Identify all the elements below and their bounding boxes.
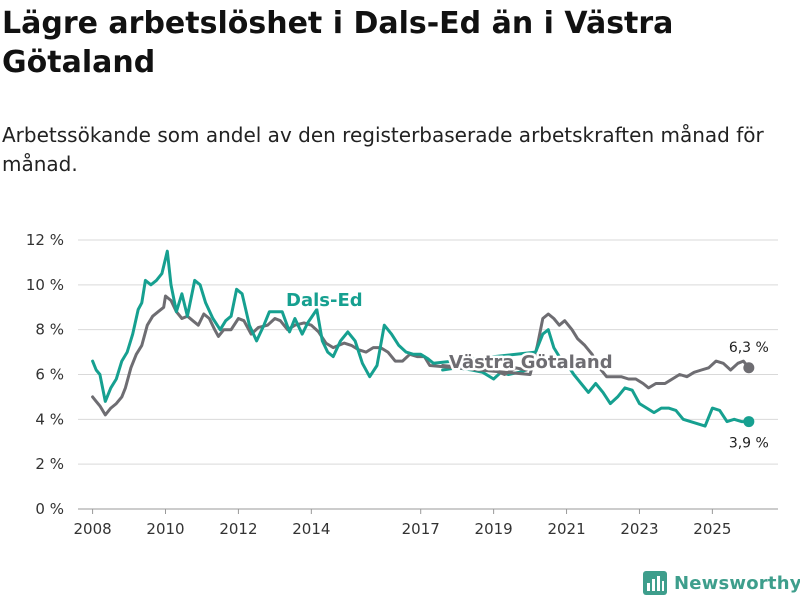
series-line	[91, 294, 751, 417]
y-tick-label: 4 %	[35, 410, 64, 428]
chart-title: Lägre arbetslöshet i Dals-Ed än i Västra…	[2, 6, 674, 80]
y-tick-label: 2 %	[35, 455, 64, 473]
bar-chart-logo-icon	[643, 571, 667, 595]
y-tick-label: 6 %	[35, 366, 64, 384]
y-axis-tick-labels: 0 % 2 % 4 % 6 % 8 % 10 % 12 %	[26, 231, 64, 518]
series-end-dot	[743, 416, 755, 428]
x-axis: 2008 2010 2012 2014 2017 2019 2021 2023 2025	[73, 509, 731, 538]
series-labels: 6,3 % 3,9 % Västra Götaland Dals-Ed	[284, 288, 769, 452]
y-tick-label: 0 %	[35, 500, 64, 518]
x-tick-label: 2014	[292, 520, 330, 538]
brand-logo: Newsworthy	[643, 567, 800, 599]
series-line	[91, 249, 751, 428]
x-tick-label: 2008	[73, 520, 111, 538]
x-tick-label: 2019	[475, 520, 513, 538]
series-end-dot	[743, 362, 755, 374]
end-value-label: 3,9 %	[729, 436, 769, 452]
series-label: Västra Götaland	[449, 352, 613, 373]
x-tick-label: 2012	[219, 520, 257, 538]
y-gridlines	[78, 239, 778, 510]
y-tick-label: 8 %	[35, 321, 64, 339]
chart-subtitle: Arbetssökande som andel av den registerb…	[2, 123, 764, 176]
x-tick-label: 2025	[693, 520, 731, 538]
brand-name: Newsworthy	[674, 572, 800, 594]
y-tick-label: 12 %	[26, 231, 64, 249]
series-label: Dals-Ed	[286, 290, 363, 311]
series-lines	[91, 249, 755, 428]
end-value-label: 6,3 %	[729, 340, 769, 356]
x-tick-label: 2010	[146, 520, 184, 538]
x-tick-label: 2021	[547, 520, 585, 538]
y-tick-label: 10 %	[26, 276, 64, 294]
x-tick-label: 2023	[620, 520, 658, 538]
x-tick-label: 2017	[402, 520, 440, 538]
